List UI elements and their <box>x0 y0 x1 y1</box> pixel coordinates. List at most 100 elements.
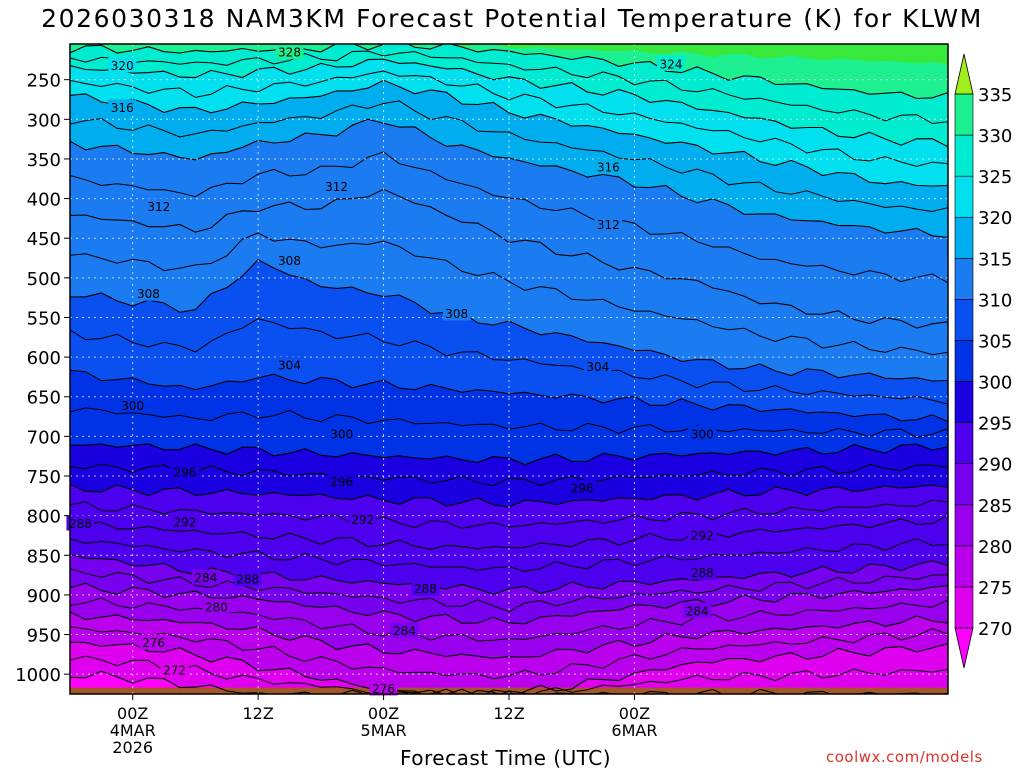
y-tick-label: 450 <box>27 229 61 250</box>
colorbar-cell-325 <box>954 134 974 177</box>
colorbar-label: 330 <box>978 126 1012 147</box>
contour-label-bg <box>170 513 199 529</box>
x-tick-label: 00Z <box>368 704 399 723</box>
contour-label-text: 316 <box>111 101 134 115</box>
contour-label-text: 324 <box>660 57 683 71</box>
x-tick-label: 00Z <box>619 704 650 723</box>
contour-label-296: 296 <box>327 473 356 489</box>
contour-label-text: 316 <box>597 160 620 174</box>
contour-label-text: 300 <box>330 428 353 442</box>
y-tick-label: 850 <box>27 546 61 567</box>
contour-320 <box>70 79 948 187</box>
y-tick-label: 400 <box>27 190 61 211</box>
x-tick-label: 12Z <box>242 704 273 723</box>
contour-label-bg <box>327 473 356 489</box>
contour-label-292: 292 <box>688 527 717 543</box>
y-tick-label: 750 <box>27 467 61 488</box>
contour-label-308: 308 <box>442 305 471 321</box>
contour-label-text: 296 <box>571 481 594 495</box>
contour-label-bg <box>442 305 471 321</box>
fill-band-332 <box>341 44 948 64</box>
contour-label-text: 292 <box>351 513 374 527</box>
x-tick-label: 5MAR <box>361 721 407 740</box>
contour-label-284: 284 <box>683 602 712 618</box>
contour-label-bg <box>275 252 304 268</box>
contour-label-316: 316 <box>108 99 137 115</box>
colorbar-label: 270 <box>978 619 1012 640</box>
contour-292 <box>70 514 948 550</box>
contour-label-bg <box>327 426 356 441</box>
contour-label-bg <box>390 622 419 638</box>
colorbar-cell-305 <box>954 299 974 341</box>
contour-306 <box>70 318 948 405</box>
contour-label-text: 284 <box>194 571 217 585</box>
colorbar-cell-285 <box>954 463 974 506</box>
contour-294 <box>70 499 948 530</box>
contour-label-bg <box>160 662 189 678</box>
x-axis-label: Forecast Time (UTC) <box>400 746 612 770</box>
contour-label-308: 308 <box>134 285 163 301</box>
colorbar-label: 285 <box>978 496 1012 517</box>
contour-label-text: 276 <box>142 636 165 650</box>
contour-label-text: 276 <box>372 682 395 696</box>
contour-labels: 328 324 320 316 316 312 312 312 308 308 308 304 304 3… <box>66 43 717 696</box>
contour-label-text: 288 <box>69 517 92 531</box>
contour-label-316: 316 <box>594 158 623 174</box>
contour-286 <box>70 568 948 613</box>
y-axis: 250 300 350 400 450 500 550 600 650 700 750 800 850 9… <box>15 71 70 686</box>
contour-label-bg <box>108 57 137 73</box>
colorbar: 270 275 280 285 290 295 300 305 310 315 320 325 330 3… <box>954 53 1012 669</box>
y-tick-label: 250 <box>27 71 61 92</box>
colorbar-cell-290 <box>954 422 974 464</box>
contour-label-bg <box>688 426 717 441</box>
contour-label-312: 312 <box>594 216 623 232</box>
contour-276 <box>70 641 948 694</box>
x-tick-label: 00Z <box>117 704 148 723</box>
contour-label-bg <box>657 55 686 71</box>
colorbar-top-arrow <box>954 53 974 95</box>
contour-label-text: 304 <box>278 359 301 373</box>
contour-label-text: 300 <box>121 399 144 413</box>
colorbar-label: 295 <box>978 414 1012 435</box>
contour-label-bg <box>583 358 612 374</box>
y-tick-label: 950 <box>27 626 61 647</box>
contour-label-text: 304 <box>586 360 609 374</box>
contour-label-text: 308 <box>137 287 160 301</box>
contour-label-bg <box>108 99 137 115</box>
colorbar-cell-270 <box>954 586 974 629</box>
y-tick-label: 800 <box>27 507 61 528</box>
contour-label-280: 280 <box>202 598 231 614</box>
colorbar-label: 280 <box>978 537 1012 558</box>
contour-label-bg <box>202 598 231 614</box>
contour-label-bg <box>233 571 262 587</box>
contour-label-text: 296 <box>174 466 197 480</box>
contour-label-bg <box>683 602 712 618</box>
colorbar-label: 335 <box>978 85 1012 106</box>
contour-label-bg <box>322 178 351 194</box>
contour-label-bg <box>134 285 163 301</box>
contour-label-text: 308 <box>445 307 468 321</box>
y-tick-label: 900 <box>27 586 61 607</box>
contour-label-320: 320 <box>108 57 137 73</box>
colorbar-label: 275 <box>978 578 1012 599</box>
contour-label-text: 288 <box>414 582 437 596</box>
contour-label-bg <box>568 479 597 495</box>
x-tick-label: 6MAR <box>611 721 657 740</box>
colorbar-cell-275 <box>954 545 974 588</box>
fill-band-328 <box>70 44 948 99</box>
colorbar-label: 310 <box>978 290 1012 311</box>
contour-324 <box>70 58 948 148</box>
contour-label-288: 288 <box>233 571 262 587</box>
contour-label-text: 312 <box>597 218 620 232</box>
contour-label-bg <box>170 464 199 480</box>
contour-label-bg <box>688 527 717 543</box>
contour-label-300: 300 <box>688 426 717 442</box>
contour-label-bg <box>144 198 173 214</box>
contour-label-324: 324 <box>657 55 686 71</box>
y-tick-label: 550 <box>27 308 61 329</box>
contour-label-272: 272 <box>160 662 189 678</box>
contour-label-276: 276 <box>139 634 168 650</box>
contour-label-296: 296 <box>568 479 597 495</box>
